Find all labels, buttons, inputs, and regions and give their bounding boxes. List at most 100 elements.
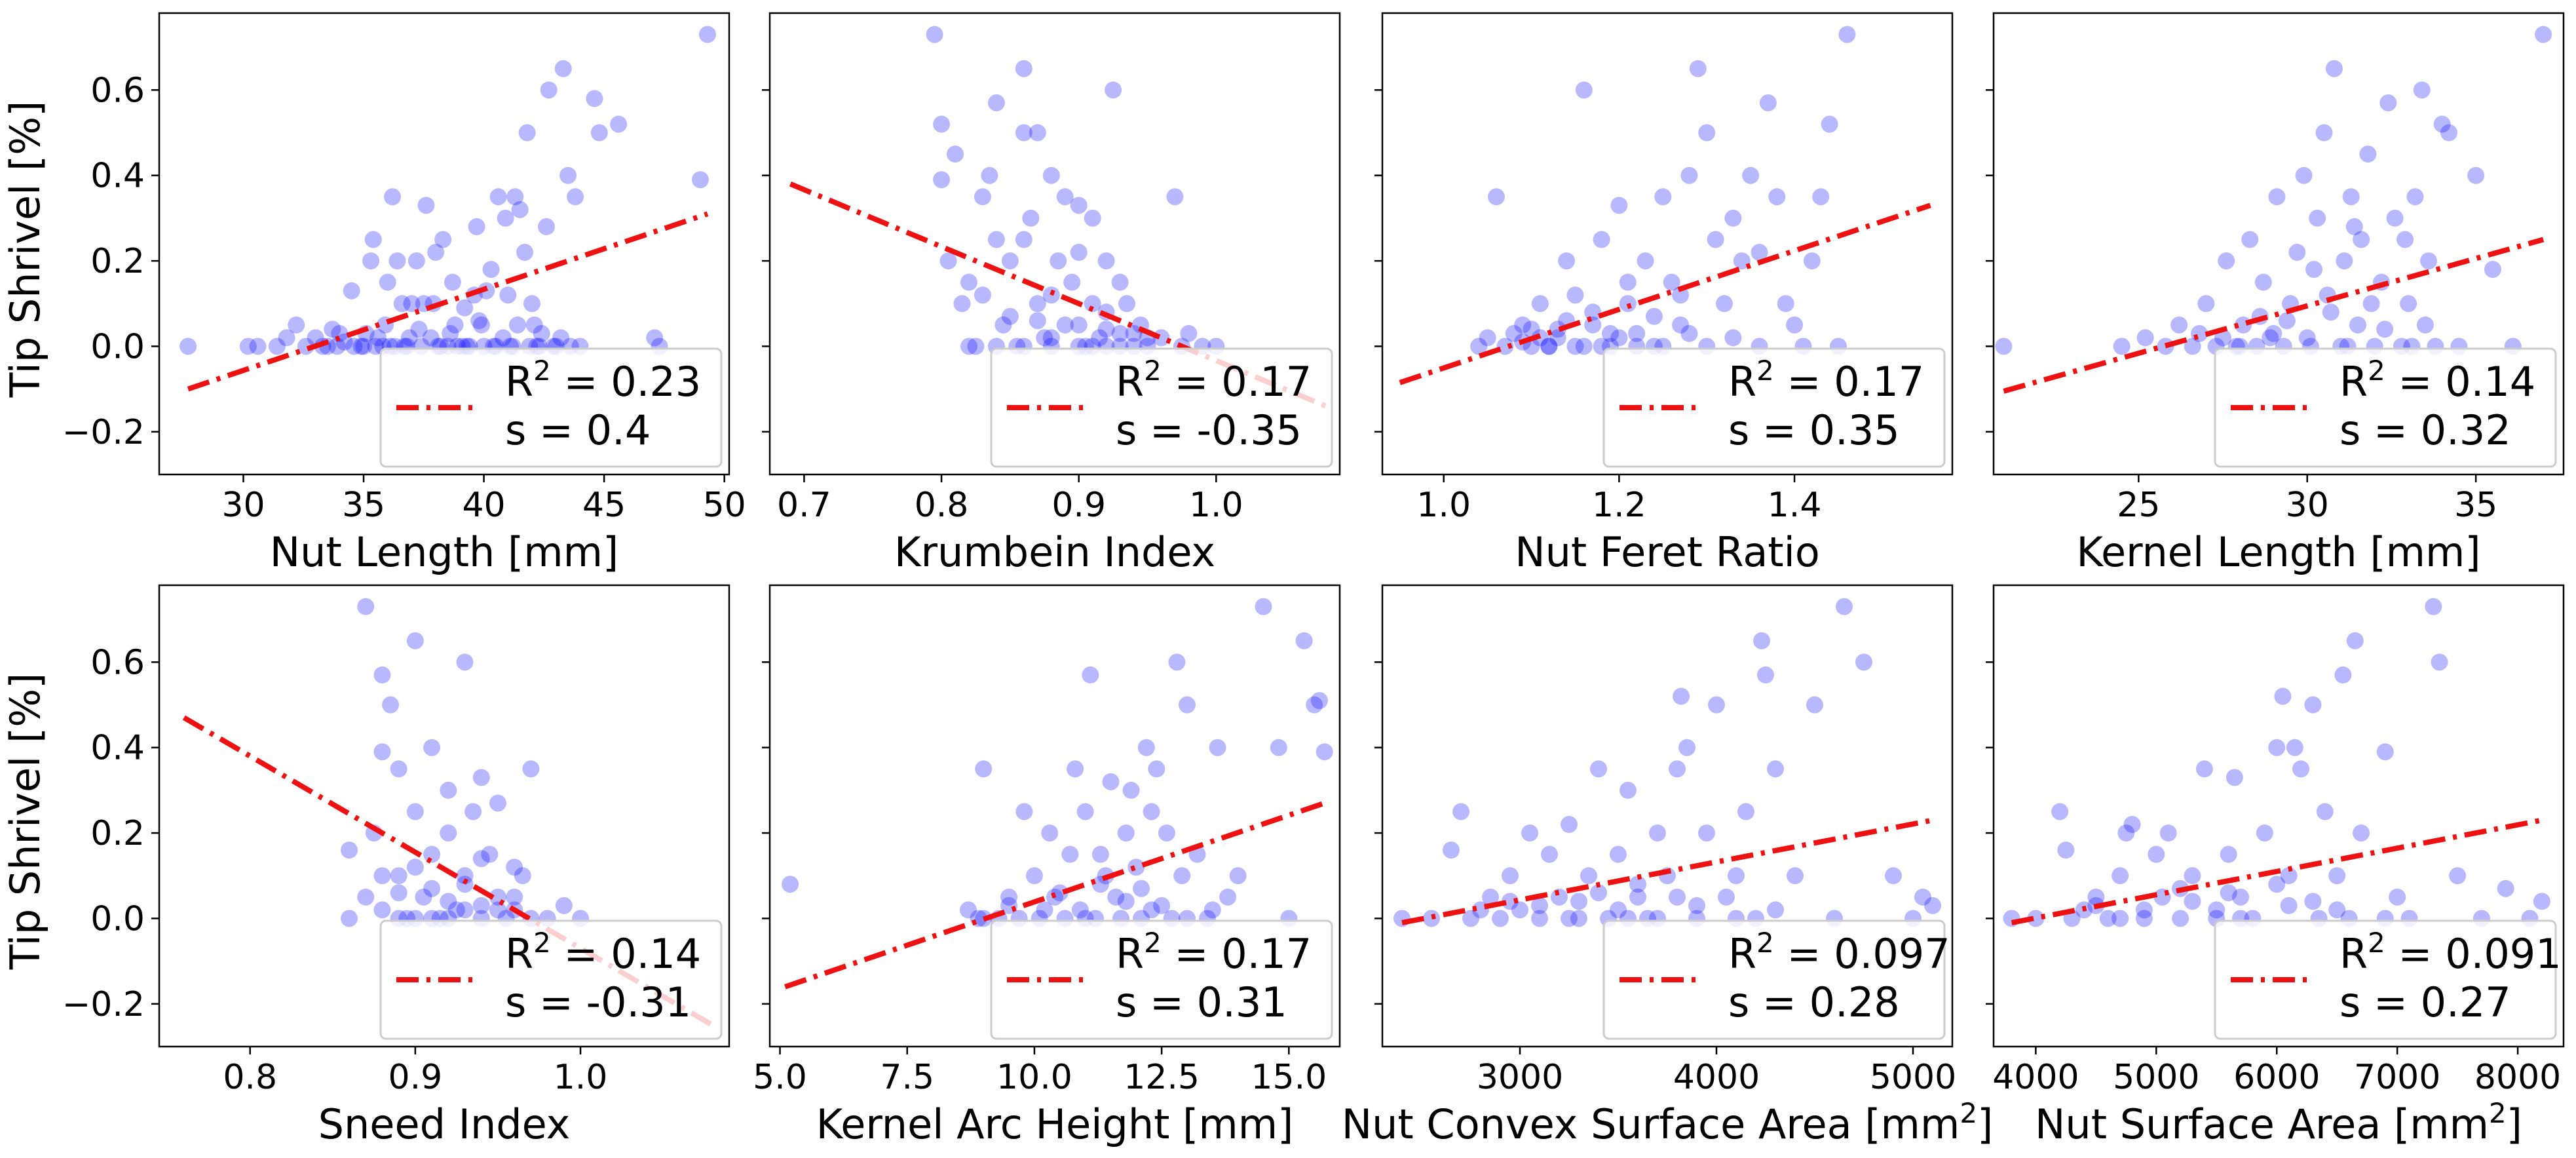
data-point <box>2218 252 2235 270</box>
data-point <box>2112 867 2129 885</box>
data-point <box>2467 166 2485 184</box>
data-point <box>1042 166 1060 184</box>
data-point <box>1549 320 1566 338</box>
data-point <box>1728 867 1745 885</box>
data-point <box>1619 295 1637 313</box>
data-point <box>1673 687 1690 705</box>
legend-s: s = 0.31 <box>1116 978 1287 1026</box>
data-point <box>341 841 358 859</box>
legend-box <box>1602 919 1946 1040</box>
data-point <box>406 859 424 876</box>
data-point <box>974 286 991 304</box>
data-point <box>1050 252 1067 270</box>
data-point <box>525 316 543 334</box>
data-point <box>481 845 499 863</box>
data-point <box>2280 867 2298 885</box>
data-point <box>1570 910 1587 927</box>
data-point <box>2416 316 2434 334</box>
data-point <box>390 760 407 778</box>
data-point <box>1042 286 1060 304</box>
data-point <box>933 115 951 133</box>
x-tick-label: 30 <box>2286 486 2329 525</box>
data-point <box>489 794 506 812</box>
data-point <box>1540 338 1558 355</box>
data-point <box>1645 307 1663 325</box>
data-point <box>2304 696 2322 714</box>
y-tick-label: 0.4 <box>90 157 145 196</box>
y-tick-label: 0.6 <box>90 71 145 110</box>
legend-s: s = 0.4 <box>505 406 651 454</box>
data-point <box>440 781 457 799</box>
data-point <box>1091 329 1108 347</box>
data-point <box>472 897 490 914</box>
data-point <box>382 696 400 714</box>
data-point <box>1306 696 1323 714</box>
data-point <box>1462 910 1479 927</box>
data-point <box>1488 188 1505 206</box>
data-point <box>427 244 445 261</box>
x-axis-label: Sneed Index <box>318 1100 571 1148</box>
data-point <box>975 760 993 778</box>
data-point <box>1629 888 1646 906</box>
data-point <box>1924 897 1941 914</box>
fit-line <box>784 800 1325 990</box>
data-point <box>2322 303 2339 321</box>
y-tick-label: 0.0 <box>90 327 145 366</box>
data-point <box>489 188 507 206</box>
data-point <box>357 598 375 615</box>
data-point <box>1082 666 1099 684</box>
data-point <box>2117 824 2135 842</box>
axes-frame <box>768 584 1341 1048</box>
x-tick-label: 1.0 <box>554 1058 608 1097</box>
data-point <box>472 850 490 868</box>
data-point <box>2309 209 2326 227</box>
data-point <box>456 901 474 919</box>
plot-area <box>2003 598 2550 927</box>
x-axis-label: Nut Convex Surface Area [mm2] <box>1342 1097 1994 1148</box>
data-point <box>1423 910 1440 927</box>
data-point <box>1680 324 1698 342</box>
data-point <box>2254 273 2272 291</box>
data-point <box>1521 824 1538 842</box>
data-point <box>1143 803 1160 820</box>
data-point <box>1505 324 1523 342</box>
data-point <box>324 320 341 338</box>
data-point <box>1229 867 1247 885</box>
x-axis-label: Kernel Length [mm] <box>2076 528 2480 576</box>
data-point <box>1393 910 1411 927</box>
data-point <box>1821 115 1838 133</box>
data-point <box>1219 888 1237 906</box>
data-point <box>1001 252 1019 270</box>
data-point <box>1514 316 1532 334</box>
data-point <box>1737 803 1754 820</box>
legend-box <box>1602 347 1946 468</box>
x-tick-label: 4000 <box>1673 1058 1760 1097</box>
data-point <box>357 888 375 906</box>
data-point <box>1558 252 1576 270</box>
x-tick-label: 15.0 <box>1251 1058 1327 1097</box>
data-point <box>2336 252 2353 270</box>
x-axis-label: Nut Length [mm] <box>270 528 618 576</box>
data-point <box>2533 893 2550 910</box>
data-point <box>384 188 402 206</box>
data-point <box>554 60 572 77</box>
data-point <box>2497 879 2514 897</box>
data-point <box>1584 303 1602 321</box>
x-tick-label: 5.0 <box>753 1058 807 1097</box>
data-point <box>2184 867 2201 885</box>
y-tick-label: −0.2 <box>62 413 145 452</box>
data-point <box>1566 286 1584 304</box>
data-point <box>1663 273 1680 291</box>
data-point <box>1561 816 1578 834</box>
data-point <box>1619 781 1637 799</box>
data-point <box>2057 841 2075 859</box>
legend-s: s = 0.35 <box>1728 406 1900 454</box>
data-point <box>352 338 370 355</box>
data-point <box>1610 329 1628 347</box>
x-tick-label: 1.0 <box>1189 486 1243 525</box>
data-point <box>1025 867 1043 885</box>
legend-r2: R2 = 0.14 <box>2339 355 2535 406</box>
data-point <box>288 316 305 334</box>
